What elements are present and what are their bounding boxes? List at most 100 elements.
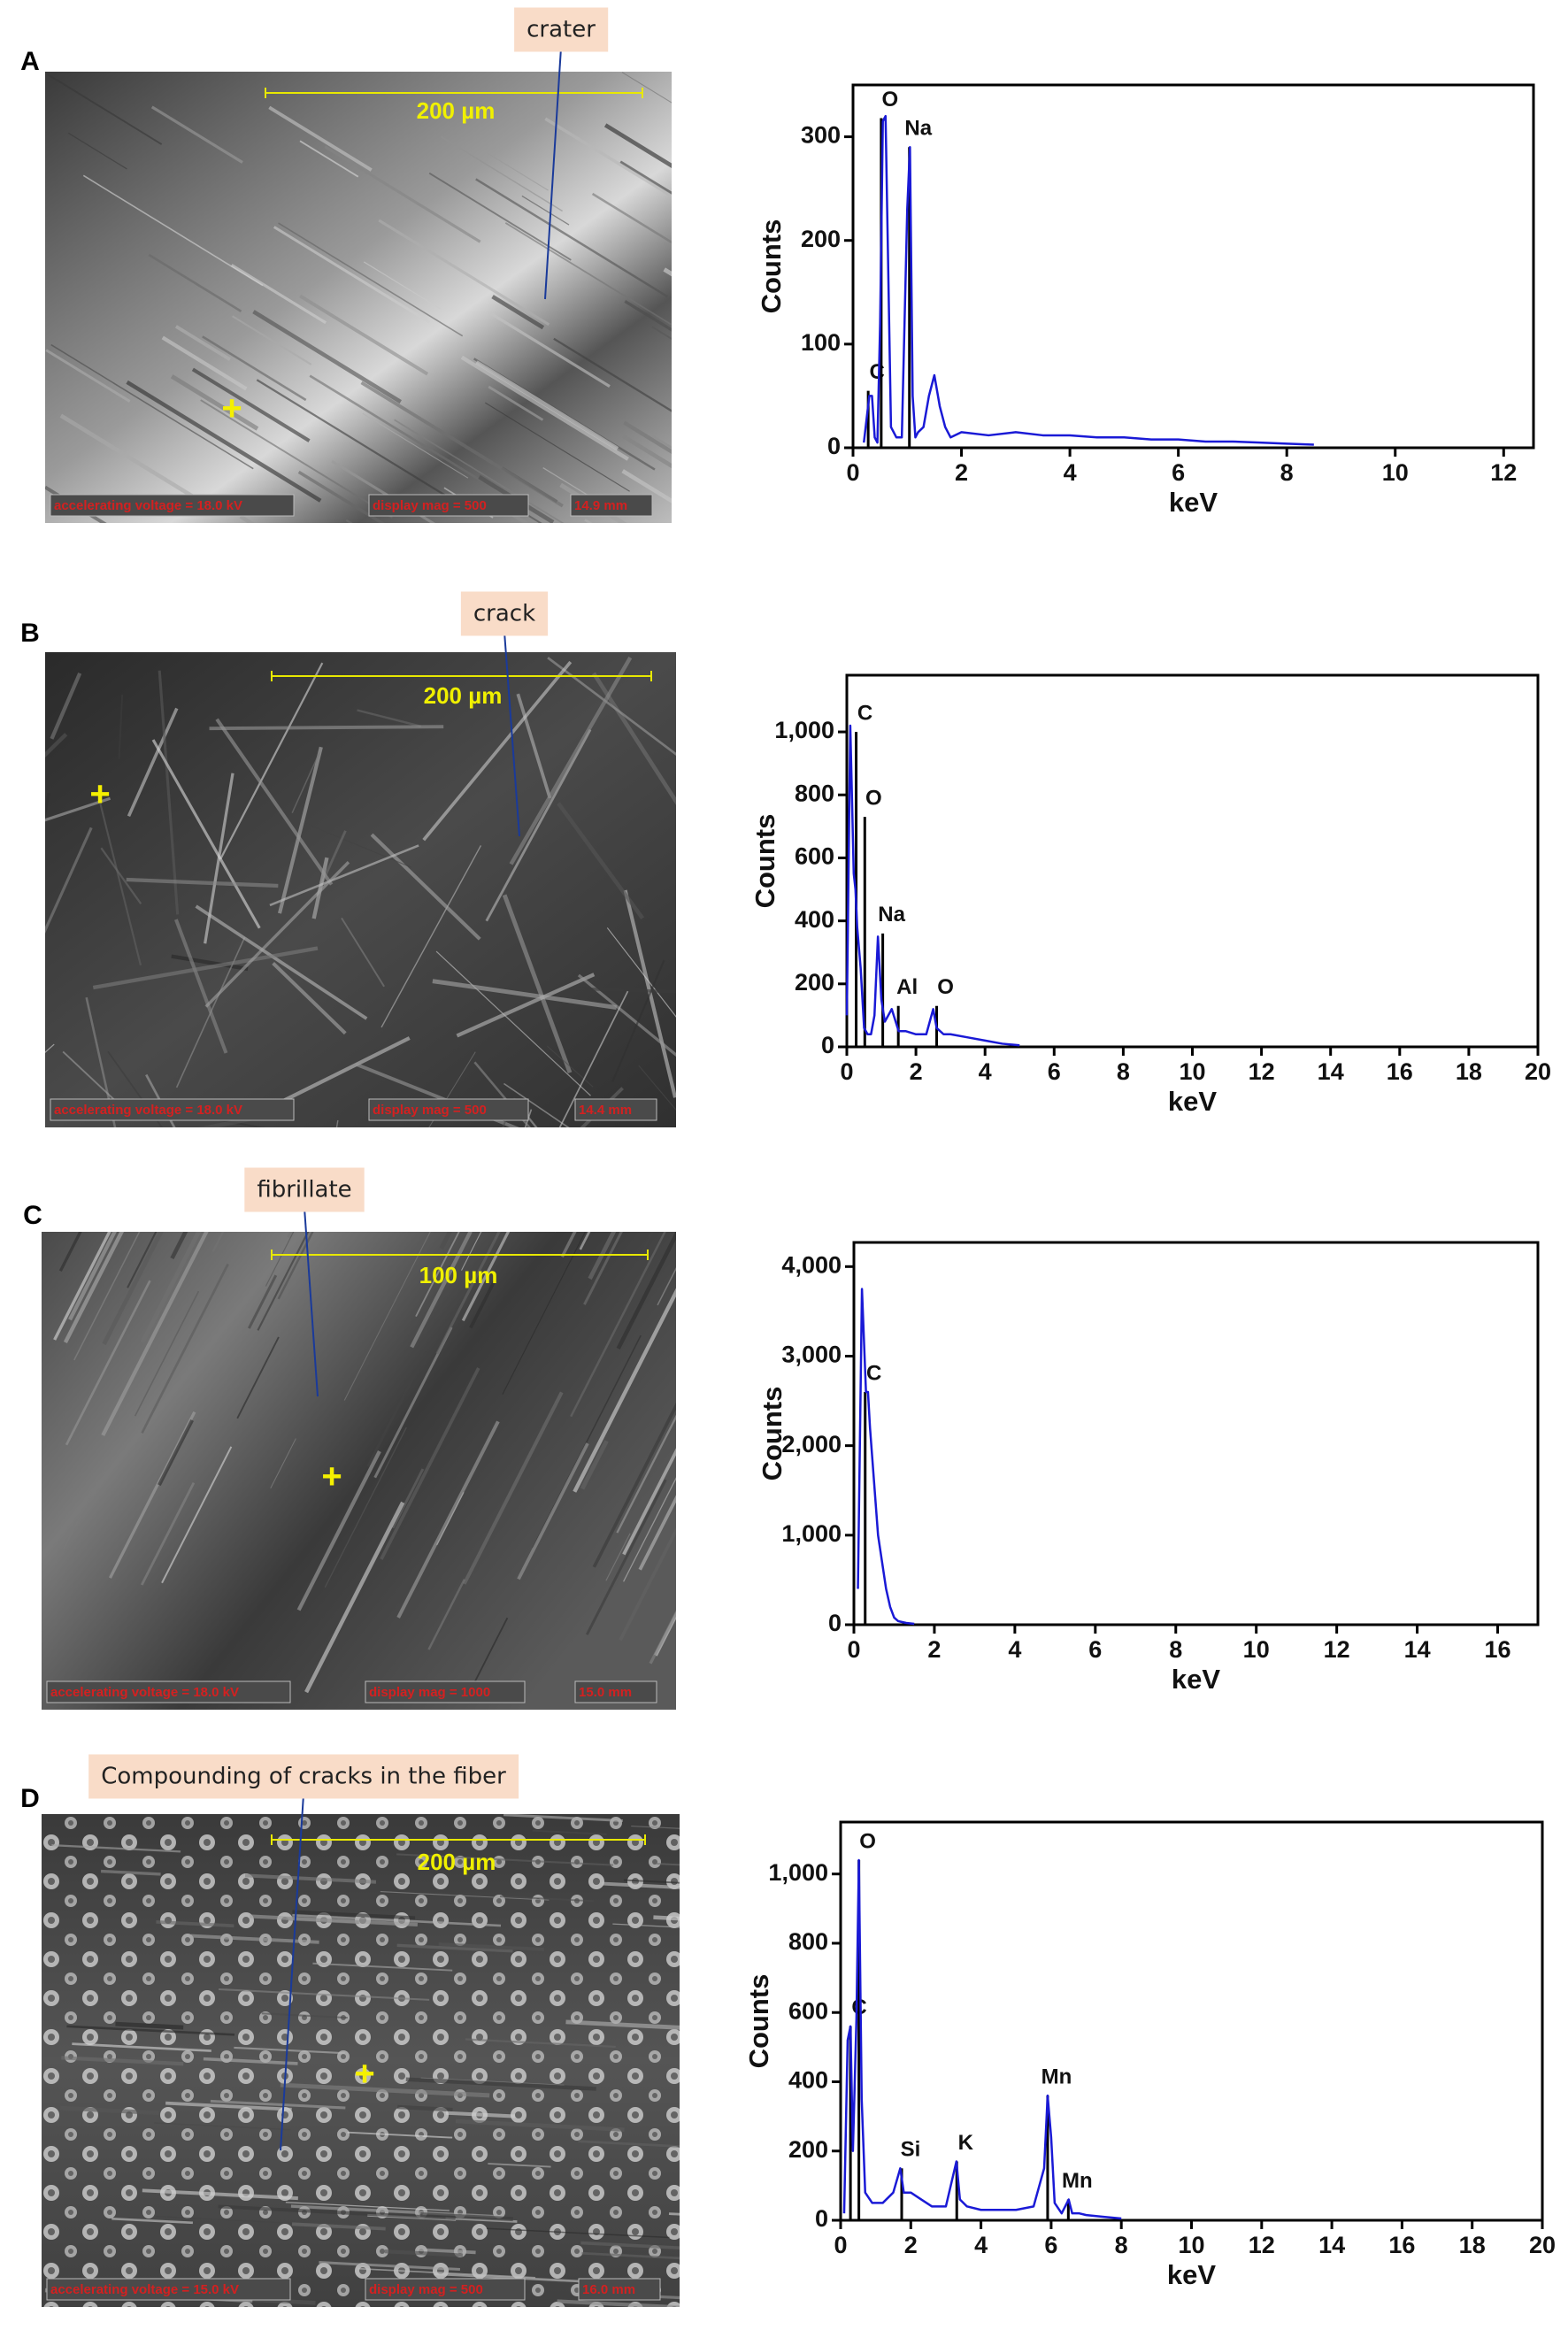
x-tick-label: 4 bbox=[1064, 459, 1077, 486]
streak bbox=[405, 2077, 596, 2091]
streak bbox=[265, 1232, 295, 1287]
info-box bbox=[365, 1680, 526, 1703]
streak bbox=[553, 337, 672, 412]
annotation-leader bbox=[544, 47, 562, 300]
streak bbox=[572, 987, 676, 994]
streak bbox=[517, 1442, 589, 1580]
info-box bbox=[50, 494, 295, 517]
sem-panel: B 200 µm + accelerating voltage = 18.0 kV di… bbox=[20, 591, 676, 1127]
y-tick-label: 1,000 bbox=[768, 1859, 828, 1886]
streak bbox=[50, 673, 82, 740]
streak bbox=[439, 1232, 453, 1250]
scale-bar-label: 200 µm bbox=[418, 1849, 496, 1875]
streak bbox=[631, 1825, 680, 1829]
annotation: Compounding of cracks in the fiber bbox=[101, 1764, 506, 1790]
x-tick-label: 0 bbox=[840, 1058, 853, 1085]
y-tick-label: 1,000 bbox=[781, 1520, 842, 1547]
y-tick-label: 0 bbox=[827, 433, 841, 459]
y-tick-label: 1,000 bbox=[774, 717, 834, 743]
x-tick-label: 14 bbox=[1318, 1058, 1344, 1085]
streak bbox=[45, 349, 131, 403]
info-box bbox=[46, 2278, 291, 2301]
x-tick-label: 10 bbox=[1179, 1058, 1205, 1085]
annotation-box bbox=[88, 1754, 519, 1799]
annotation-box bbox=[514, 7, 609, 52]
streak bbox=[486, 2227, 670, 2239]
streak bbox=[151, 739, 261, 929]
streak bbox=[584, 519, 593, 523]
streak bbox=[503, 1082, 570, 1127]
y-tick-label: 0 bbox=[815, 2205, 828, 2232]
crosshair: + bbox=[354, 2055, 374, 2094]
scale-bar-label: 100 µm bbox=[419, 1262, 498, 1288]
streak bbox=[277, 746, 323, 914]
scale-bar-label: 200 µm bbox=[417, 97, 496, 124]
streak bbox=[280, 2082, 490, 2098]
streak bbox=[456, 973, 596, 1038]
streak bbox=[202, 335, 307, 402]
streak bbox=[378, 219, 550, 327]
streak bbox=[611, 959, 665, 1082]
streak bbox=[591, 672, 676, 805]
streak bbox=[156, 2216, 296, 2225]
annotation: crater bbox=[527, 17, 596, 43]
peak-label: Na bbox=[904, 117, 932, 141]
streak bbox=[623, 420, 672, 455]
info-text: display mag = 500 bbox=[373, 1103, 487, 1118]
streak bbox=[324, 1426, 407, 1588]
streak bbox=[174, 325, 231, 361]
streak bbox=[204, 861, 350, 1008]
info-text: 14.4 mm bbox=[579, 1103, 632, 1118]
streak bbox=[485, 402, 630, 492]
streak bbox=[363, 261, 442, 311]
x-tick-label: 2 bbox=[927, 1636, 941, 1663]
streak bbox=[565, 2019, 680, 2030]
info-box bbox=[368, 494, 529, 517]
streak bbox=[499, 1896, 595, 1903]
streak bbox=[63, 1232, 125, 1344]
x-tick-label: 8 bbox=[1280, 459, 1294, 486]
streak bbox=[61, 2056, 184, 2066]
y-tick-label: 3,000 bbox=[781, 1342, 842, 1368]
y-tick-label: 100 bbox=[801, 329, 841, 356]
streak bbox=[256, 379, 449, 498]
streak bbox=[651, 326, 672, 340]
streak bbox=[396, 1943, 513, 1953]
info-text: 14.9 mm bbox=[574, 498, 627, 513]
streak bbox=[362, 412, 469, 479]
streak bbox=[432, 979, 618, 1010]
x-tick-label: 6 bbox=[1172, 459, 1185, 486]
x-tick-label: 8 bbox=[1169, 1636, 1182, 1663]
peak-label: Na bbox=[878, 903, 905, 927]
streak bbox=[397, 2104, 453, 2112]
streak bbox=[343, 1232, 431, 1401]
peak-label: O bbox=[937, 975, 954, 999]
streak bbox=[190, 1934, 319, 1944]
streak bbox=[384, 2249, 463, 2257]
streak bbox=[101, 1232, 209, 1436]
streak bbox=[616, 1414, 676, 1534]
streak bbox=[234, 2046, 345, 2055]
streak bbox=[445, 2217, 518, 2223]
y-tick-label: 0 bbox=[821, 1032, 834, 1058]
streak bbox=[396, 1853, 614, 1866]
streak bbox=[219, 662, 324, 860]
streak bbox=[394, 419, 565, 523]
streak bbox=[171, 954, 249, 972]
streak bbox=[410, 1232, 473, 1349]
streak bbox=[127, 707, 179, 818]
streak bbox=[60, 2105, 159, 2116]
crosshair: + bbox=[89, 775, 110, 814]
info-text: accelerating voltage = 18.0 kV bbox=[50, 1685, 239, 1700]
sem-panel: C 100 µm + accelerating voltage = 18.0 kV di… bbox=[23, 1167, 676, 1710]
info-text: 15.0 mm bbox=[579, 1685, 632, 1700]
peak-label: Mn bbox=[1062, 2169, 1093, 2193]
streak bbox=[580, 1440, 609, 1490]
x-tick-label: 10 bbox=[1243, 1636, 1270, 1663]
peak-label: O bbox=[859, 1829, 876, 1853]
streak bbox=[427, 1579, 466, 1650]
spectrum-line bbox=[845, 724, 1020, 1047]
streak bbox=[296, 1450, 381, 1611]
streak bbox=[102, 1232, 164, 1345]
